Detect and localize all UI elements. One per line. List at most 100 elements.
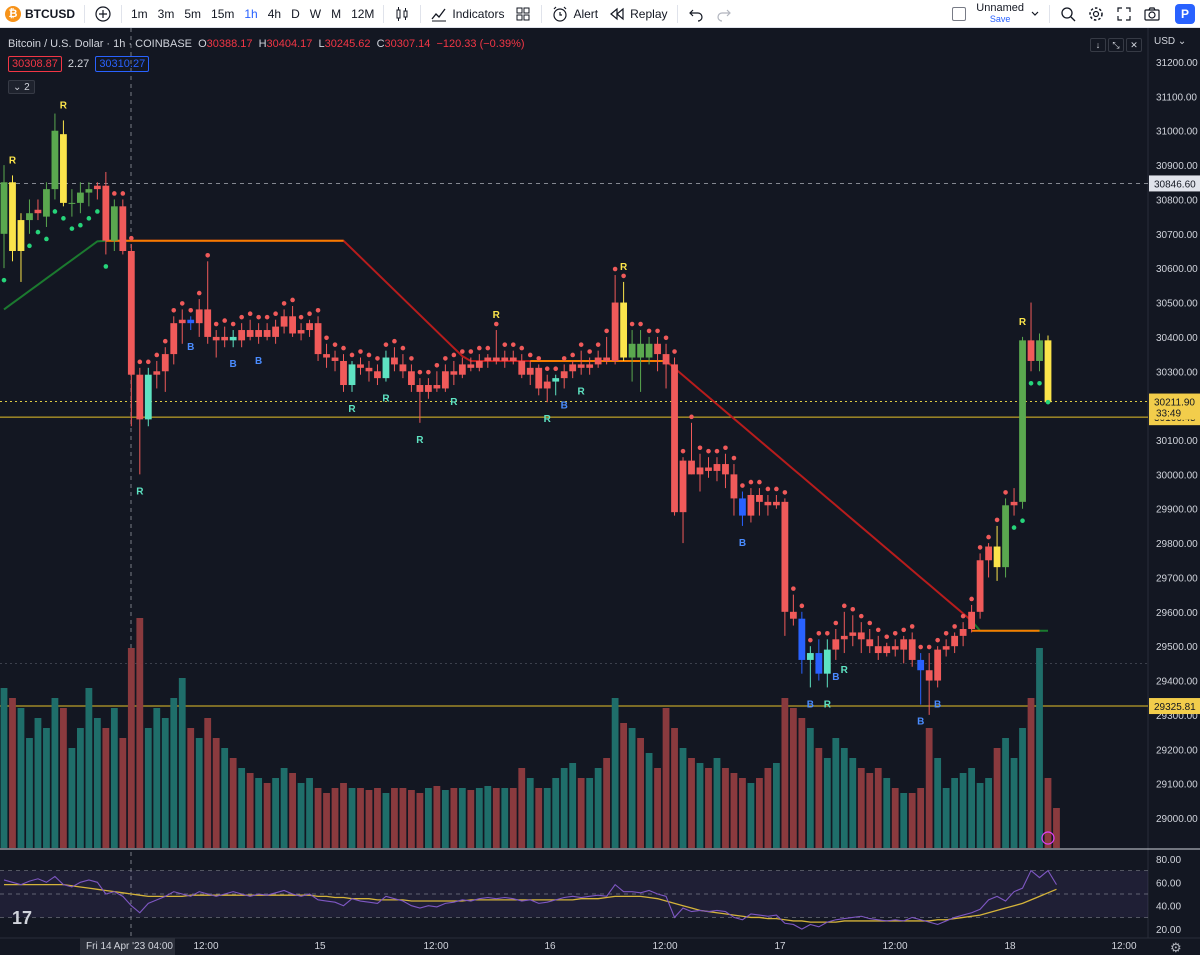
signal-dot	[213, 321, 219, 327]
volume-bar	[484, 786, 492, 848]
indicators-toggle[interactable]: ⌄ 2	[8, 80, 35, 94]
candle-body	[874, 646, 882, 654]
volume-bar	[891, 788, 899, 848]
candle-body	[0, 182, 8, 234]
signal-dot	[477, 345, 482, 351]
indicators-button[interactable]: Indicators	[425, 0, 509, 28]
compare-symbol-button[interactable]	[89, 0, 117, 28]
signal-dot	[536, 356, 542, 361]
timeframe-12m[interactable]: 12M	[351, 6, 375, 21]
volume-bar	[985, 778, 992, 848]
layouts-button[interactable]	[509, 0, 537, 28]
collapse-icon[interactable]: ⤡	[1108, 38, 1124, 52]
candle-body	[993, 546, 1001, 568]
arrow-down-icon[interactable]: ↓	[1090, 38, 1106, 52]
candle-body	[883, 646, 891, 654]
volume-bar	[637, 738, 644, 848]
signal-dot	[926, 644, 932, 650]
symbol-title[interactable]: Bitcoin / U.S. Dollar · 1h · COINBASE	[8, 38, 192, 50]
layout-checkbox-icon[interactable]	[952, 6, 967, 21]
signal-label: R	[1019, 317, 1027, 328]
rsi-tick-label: 80.00	[1156, 855, 1181, 866]
chart-area[interactable]: 31200.00 31100.00 31000.00 30900.00 30800.00…	[0, 28, 1200, 955]
signal-dot	[273, 311, 278, 317]
price-tick-label: 31200.00	[1156, 58, 1198, 69]
candle-body	[934, 649, 942, 681]
signal-dot	[858, 613, 864, 619]
signal-dot	[281, 301, 287, 306]
buy-price-button[interactable]: 30310.27	[95, 56, 150, 72]
signal-dot	[969, 596, 974, 602]
candle-body	[17, 220, 25, 251]
plus-circle-icon	[95, 5, 111, 22]
chevron-down-icon	[1031, 11, 1039, 16]
volume-bar	[424, 788, 432, 848]
timeframe-1h[interactable]: 1h	[244, 6, 258, 21]
timeframe-m[interactable]: M	[331, 6, 342, 21]
signal-dot	[689, 414, 694, 420]
timeframe-w[interactable]: W	[309, 6, 322, 21]
timeframe-d[interactable]: D	[291, 6, 300, 21]
level-price-label: 29325.81	[1154, 702, 1196, 713]
signal-label: R	[136, 486, 144, 497]
volume-bar	[17, 708, 25, 848]
volume-bar	[840, 748, 848, 848]
undo-button[interactable]	[682, 0, 710, 28]
candle-body	[798, 618, 806, 660]
axis-settings-gear-icon[interactable]: ⚙	[1170, 940, 1182, 955]
candle-body	[518, 360, 526, 375]
volume-bar	[552, 778, 560, 848]
timeframe-1m[interactable]: 1m	[131, 6, 148, 21]
fullscreen-button[interactable]	[1110, 0, 1138, 28]
chart-type-button[interactable]	[388, 0, 416, 28]
layout-name: Unnamed	[976, 1, 1024, 14]
timeframe-5m[interactable]: 5m	[184, 6, 202, 21]
candle-body	[688, 460, 695, 475]
volume-bar	[170, 698, 178, 848]
signal-dot	[587, 349, 592, 354]
rsi-tick-label: 60.00	[1156, 878, 1181, 889]
layout-save-button[interactable]: Unnamed Save	[947, 0, 1045, 28]
publish-button[interactable]: P	[1166, 0, 1200, 28]
redo-button[interactable]	[710, 0, 738, 28]
candle-body	[119, 206, 127, 251]
volume-bar	[645, 753, 653, 848]
signal-dot	[918, 644, 923, 650]
signal-dot	[349, 352, 355, 358]
symbol-search[interactable]: ₿ BTCUSD	[0, 0, 80, 28]
alert-button[interactable]: Alert	[546, 0, 603, 28]
volume-bar	[586, 778, 594, 848]
replay-icon	[610, 7, 624, 20]
close-label: C	[376, 38, 385, 50]
signal-dot	[332, 342, 338, 347]
volume-bar	[832, 738, 840, 848]
signal-dot	[892, 631, 898, 636]
close-icon[interactable]: ✕	[1126, 38, 1142, 52]
signal-dot	[527, 352, 533, 358]
signal-label: R	[544, 414, 552, 425]
snapshot-button[interactable]	[1138, 0, 1166, 28]
timeframe-3m[interactable]: 3m	[157, 6, 175, 21]
sell-price-button[interactable]: 30308.87	[8, 56, 62, 72]
timeframe-15m[interactable]: 15m	[211, 6, 235, 21]
candle-body	[331, 357, 339, 361]
signal-dot	[519, 345, 525, 351]
volume-bar	[993, 748, 1001, 848]
signal-dot	[86, 216, 92, 221]
replay-button[interactable]: Replay	[603, 0, 672, 28]
volume-bar	[314, 788, 322, 848]
signal-dot	[1020, 518, 1025, 524]
lightning-icon[interactable]	[1041, 831, 1055, 845]
signal-dot	[765, 486, 771, 492]
search-button[interactable]	[1054, 0, 1082, 28]
volume-bar	[722, 768, 729, 848]
candle-body	[272, 326, 280, 337]
price-tick-label: 30100.00	[1156, 436, 1198, 447]
currency-selector[interactable]: USD ⌄	[1154, 36, 1186, 47]
timeframe-4h[interactable]: 4h	[267, 6, 282, 21]
settings-button[interactable]	[1082, 0, 1110, 28]
signal-dot	[799, 603, 805, 609]
undo-icon	[688, 9, 703, 22]
volume-bar	[577, 778, 585, 848]
tradingview-logo-icon[interactable]: 17	[12, 908, 33, 928]
